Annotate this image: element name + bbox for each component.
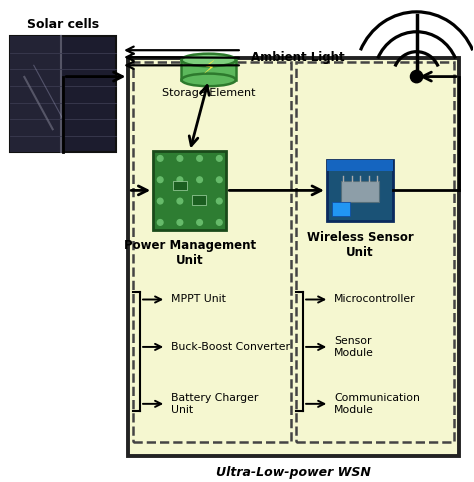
Bar <box>173 181 187 190</box>
Bar <box>341 181 379 202</box>
Circle shape <box>410 70 423 83</box>
Bar <box>327 160 393 221</box>
Circle shape <box>217 220 222 225</box>
Circle shape <box>157 198 163 204</box>
Circle shape <box>157 156 163 161</box>
Text: MPPT Unit: MPPT Unit <box>171 295 226 305</box>
Bar <box>10 36 117 152</box>
Text: Storage Element: Storage Element <box>162 88 255 98</box>
Text: Power Management
Unit: Power Management Unit <box>124 239 256 267</box>
Circle shape <box>177 220 183 225</box>
Text: Buck-Boost Converter: Buck-Boost Converter <box>171 342 290 352</box>
Circle shape <box>197 220 202 225</box>
Bar <box>133 62 292 442</box>
Ellipse shape <box>182 74 236 86</box>
Text: ⚡: ⚡ <box>202 59 215 77</box>
Circle shape <box>177 177 183 183</box>
Text: Battery Charger
Unit: Battery Charger Unit <box>171 393 258 415</box>
Text: Ambient Light: Ambient Light <box>251 51 345 64</box>
Bar <box>182 60 236 80</box>
Circle shape <box>217 198 222 204</box>
Circle shape <box>157 177 163 183</box>
Circle shape <box>177 198 183 204</box>
Ellipse shape <box>182 54 236 67</box>
Text: Wireless Sensor
Unit: Wireless Sensor Unit <box>307 231 413 259</box>
Text: Communication
Module: Communication Module <box>334 393 420 415</box>
Text: Sensor
Module: Sensor Module <box>334 336 374 358</box>
Text: Solar cells: Solar cells <box>27 17 100 30</box>
Bar <box>153 151 227 229</box>
Bar <box>128 58 459 456</box>
Bar <box>192 195 206 205</box>
Bar <box>331 202 350 216</box>
Circle shape <box>197 198 202 204</box>
Circle shape <box>217 156 222 161</box>
Bar <box>10 36 60 152</box>
Bar <box>327 160 393 172</box>
Circle shape <box>177 156 183 161</box>
Bar <box>296 62 455 442</box>
Circle shape <box>197 156 202 161</box>
Circle shape <box>217 177 222 183</box>
Circle shape <box>197 177 202 183</box>
Circle shape <box>157 220 163 225</box>
Text: Ultra-Low-power WSN: Ultra-Low-power WSN <box>216 467 371 480</box>
Text: Microcontroller: Microcontroller <box>334 295 416 305</box>
